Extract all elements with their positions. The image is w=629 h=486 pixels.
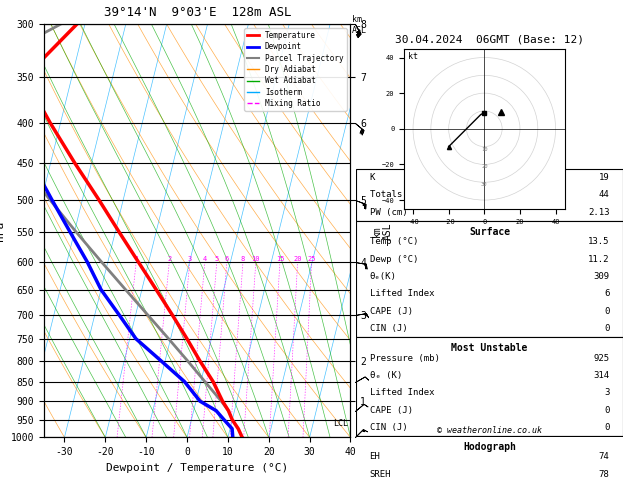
- Text: SREH: SREH: [370, 470, 391, 479]
- Text: 4: 4: [203, 256, 207, 262]
- Text: kt: kt: [408, 52, 418, 61]
- Text: 6: 6: [604, 289, 610, 298]
- Text: 314: 314: [593, 371, 610, 380]
- Text: 25: 25: [308, 256, 316, 262]
- Text: 30: 30: [481, 182, 487, 187]
- Text: © weatheronline.co.uk: © weatheronline.co.uk: [437, 426, 542, 435]
- Text: 74: 74: [599, 452, 610, 461]
- Text: CIN (J): CIN (J): [370, 423, 407, 432]
- Text: Lifted Index: Lifted Index: [370, 388, 434, 397]
- FancyBboxPatch shape: [356, 337, 623, 436]
- Text: Dewp (°C): Dewp (°C): [370, 255, 418, 263]
- Text: 0: 0: [604, 324, 610, 333]
- Text: K: K: [370, 173, 375, 182]
- FancyBboxPatch shape: [356, 436, 623, 486]
- Text: 2.13: 2.13: [588, 208, 610, 217]
- Text: 19: 19: [599, 173, 610, 182]
- Text: 2: 2: [167, 256, 171, 262]
- Y-axis label: km
ASL: km ASL: [372, 222, 393, 240]
- Text: 0: 0: [604, 405, 610, 415]
- Text: CIN (J): CIN (J): [370, 324, 407, 333]
- X-axis label: Dewpoint / Temperature (°C): Dewpoint / Temperature (°C): [106, 463, 288, 473]
- Text: Hodograph: Hodograph: [463, 442, 516, 452]
- Text: CAPE (J): CAPE (J): [370, 405, 413, 415]
- Text: 1: 1: [134, 256, 138, 262]
- Text: Pressure (mb): Pressure (mb): [370, 353, 440, 363]
- Legend: Temperature, Dewpoint, Parcel Trajectory, Dry Adiabat, Wet Adiabat, Isotherm, Mi: Temperature, Dewpoint, Parcel Trajectory…: [245, 28, 347, 111]
- Text: EH: EH: [370, 452, 381, 461]
- Text: 78: 78: [599, 470, 610, 479]
- Text: 10: 10: [252, 256, 260, 262]
- Text: 0: 0: [604, 423, 610, 432]
- Y-axis label: hPa: hPa: [0, 221, 5, 241]
- Text: 30.04.2024  06GMT (Base: 12): 30.04.2024 06GMT (Base: 12): [395, 35, 584, 45]
- Text: CAPE (J): CAPE (J): [370, 307, 413, 315]
- Text: PW (cm): PW (cm): [370, 208, 407, 217]
- Text: Temp (°C): Temp (°C): [370, 237, 418, 246]
- Text: 6: 6: [225, 256, 229, 262]
- Text: θₑ (K): θₑ (K): [370, 371, 402, 380]
- Text: 11.2: 11.2: [588, 255, 610, 263]
- Text: 8: 8: [241, 256, 245, 262]
- Text: 309: 309: [593, 272, 610, 281]
- Text: 5: 5: [214, 256, 219, 262]
- Text: 13.5: 13.5: [588, 237, 610, 246]
- Text: km
ASL: km ASL: [352, 15, 367, 35]
- Text: 925: 925: [593, 353, 610, 363]
- Text: 0: 0: [604, 307, 610, 315]
- FancyBboxPatch shape: [356, 169, 623, 221]
- Text: 20: 20: [481, 164, 487, 170]
- Text: Totals Totals: Totals Totals: [370, 191, 440, 199]
- Text: Surface: Surface: [469, 227, 510, 237]
- Text: 44: 44: [599, 191, 610, 199]
- Text: 15: 15: [276, 256, 284, 262]
- Text: LCL: LCL: [333, 419, 348, 428]
- Title: 39°14'N  9°03'E  128m ASL: 39°14'N 9°03'E 128m ASL: [104, 6, 291, 19]
- Text: 3: 3: [604, 388, 610, 397]
- Text: 3: 3: [187, 256, 192, 262]
- Text: 20: 20: [293, 256, 302, 262]
- FancyBboxPatch shape: [356, 221, 623, 337]
- Text: Lifted Index: Lifted Index: [370, 289, 434, 298]
- Text: 10: 10: [481, 147, 487, 152]
- Text: θₑ(K): θₑ(K): [370, 272, 396, 281]
- Text: Most Unstable: Most Unstable: [451, 343, 528, 353]
